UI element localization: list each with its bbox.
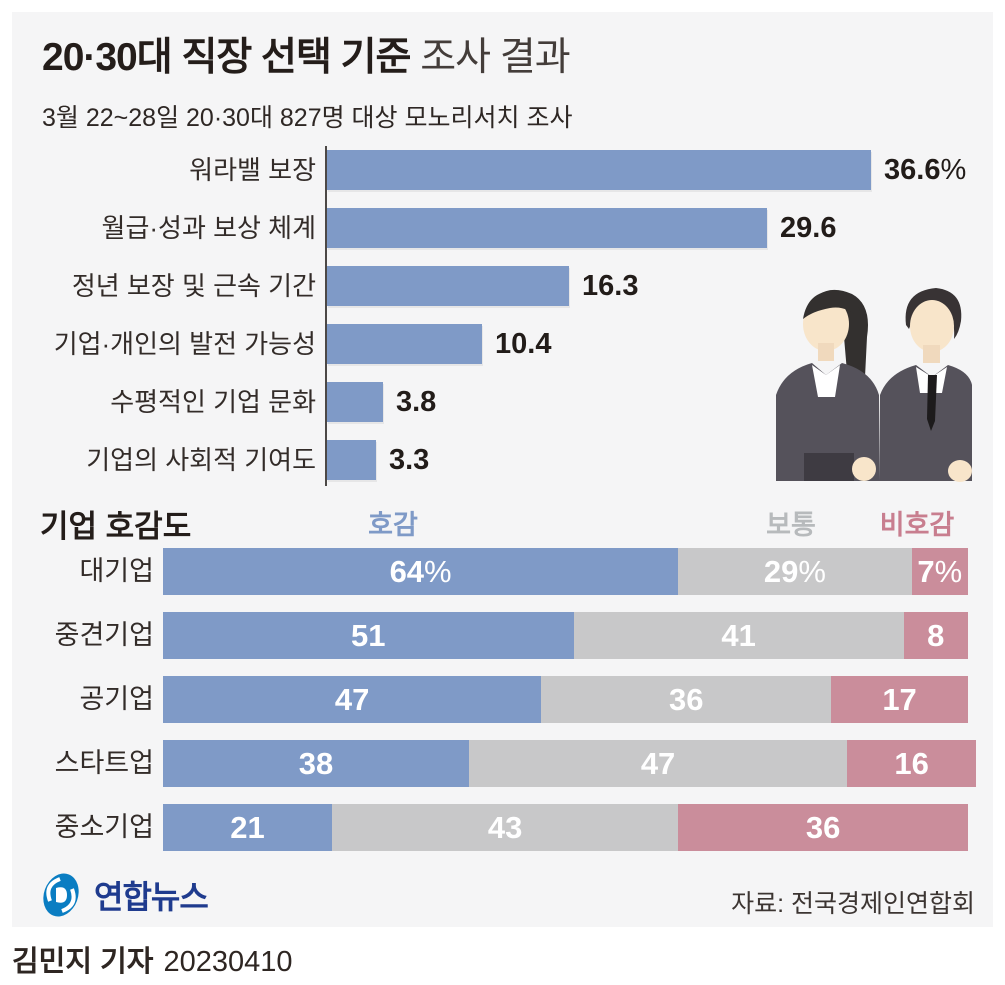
favorability-section-title: 기업 호감도 [40,509,192,544]
man-suit [880,365,972,481]
woman-suit [776,363,880,481]
reporter-name: 김민지 기자 [12,946,154,978]
man-neck [923,345,940,363]
legend-favorable: 호감 [368,510,418,540]
publish-date: 20230410 [163,946,293,978]
woman-neck [818,343,834,361]
legend-neutral: 보통 [766,510,816,540]
businesspeople-illustration [776,288,972,482]
man-hand [948,460,972,482]
source-credit: 자료: 전국경제인연합회 [731,890,975,918]
man-hair [905,288,962,339]
woman-skirt [804,453,854,481]
yonhap-logo-text: 연합뉴스 [94,879,209,915]
woman-hand [852,457,876,481]
page-title-sub: 조사 결과 [410,36,570,79]
yonhap-logo-icon [43,873,79,917]
survey-subtitle: 3월 22~28일 20·30대 827명 대상 모노리서치 조사 [42,104,573,132]
page-title: 20·30대 직장 선택 기준 조사 결과 [42,36,571,80]
man-face [910,300,954,352]
page-title-main: 20·30대 직장 선택 기준 [42,36,411,79]
woman-shirt [812,365,840,397]
man-tie [927,375,937,431]
legend-unfavorable: 비호감 [879,510,955,540]
byline: 김민지 기자 20230410 [12,938,293,980]
yonhap-logo: 연합뉴스 [36,870,209,920]
woman-hair-front [803,290,861,319]
